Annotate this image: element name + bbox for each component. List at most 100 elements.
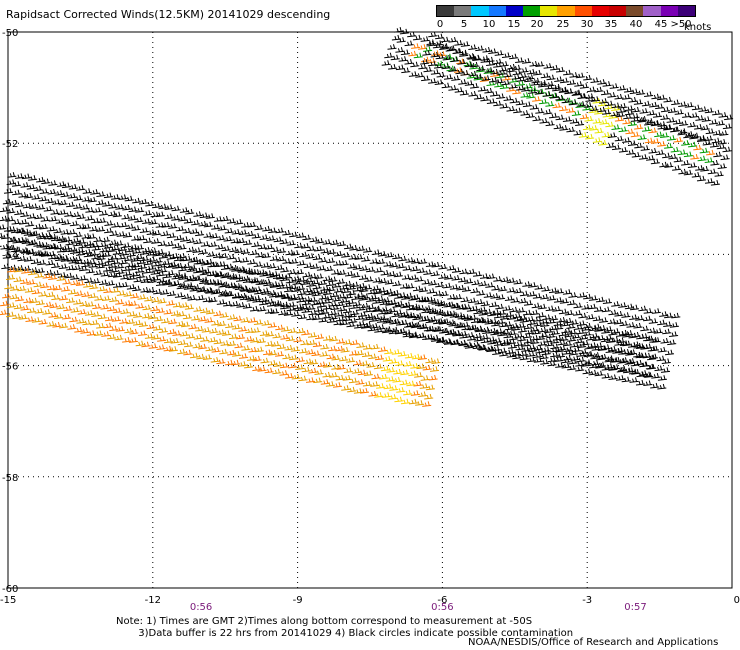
wind-barb: [236, 266, 246, 272]
wind-barb: [575, 72, 585, 79]
wind-barb: [630, 116, 640, 122]
wind-barb: [174, 292, 184, 298]
wind-barb: [418, 391, 428, 397]
wind-barb: [653, 328, 663, 334]
wind-barb: [231, 323, 241, 330]
wind-barb: [538, 326, 548, 333]
wind-barb: [572, 89, 582, 96]
wind-barb: [103, 322, 113, 329]
wind-barb: [629, 304, 640, 311]
wind-barb: [374, 267, 384, 273]
wind-barb: [657, 141, 667, 147]
wind-barb: [171, 205, 181, 212]
legend-label: 45: [654, 19, 668, 30]
wind-barb: [575, 360, 585, 367]
wind-barb: [545, 101, 555, 107]
wind-barb: [576, 101, 586, 107]
wind-barb: [510, 297, 520, 303]
wind-barb: [413, 380, 423, 387]
wind-barb: [268, 349, 278, 356]
wind-barb: [532, 96, 542, 102]
wind-barb: [296, 327, 306, 334]
wind-barb: [211, 224, 221, 230]
wind-barb: [506, 287, 516, 293]
wind-barb: [454, 87, 464, 93]
wind-barb: [451, 274, 461, 281]
wind-barb: [439, 290, 449, 297]
wind-barb: [213, 271, 224, 277]
wind-barb: [5, 216, 15, 222]
wind-barb: [0, 232, 4, 238]
wind-barb: [391, 349, 401, 355]
wind-barb: [280, 266, 290, 273]
wind-barb: [285, 335, 295, 342]
wind-barb: [305, 253, 315, 259]
wind-barb: [257, 366, 267, 372]
wind-barb: [410, 363, 420, 369]
wind-barb: [420, 36, 430, 42]
wind-barb: [634, 123, 644, 130]
wind-barb: [22, 202, 32, 209]
wind-barb: [342, 311, 352, 318]
wind-barb: [115, 326, 125, 332]
wind-barb: [285, 249, 295, 256]
wind-barb: [349, 339, 360, 346]
wind-barb: [394, 328, 405, 335]
wind-barb: [351, 294, 361, 300]
wind-barb: [485, 282, 495, 288]
wind-barb: [527, 291, 537, 297]
wind-barb: [146, 287, 156, 293]
wind-barb: [33, 185, 43, 192]
wind-barb: [136, 235, 146, 241]
wind-barb: [229, 264, 239, 271]
wind-barb: [27, 213, 37, 219]
wind-barb: [128, 244, 138, 250]
wind-barb: [43, 205, 53, 212]
wind-barb: [709, 141, 720, 148]
wind-barb: [545, 120, 555, 127]
wind-barb: [343, 243, 354, 250]
wind-barb: [85, 267, 95, 274]
wind-barb: [492, 337, 502, 344]
wind-barb: [337, 269, 347, 276]
wind-barb: [657, 319, 667, 326]
wind-barb: [630, 131, 640, 138]
wind-barb: [103, 192, 114, 199]
wind-barb: [350, 303, 360, 309]
wind-barb: [269, 271, 279, 277]
wind-barb: [408, 50, 418, 57]
legend-swatch: [523, 6, 541, 16]
wind-barb: [326, 285, 336, 292]
wind-barb: [445, 45, 455, 52]
wind-barb: [92, 303, 102, 310]
wind-barb: [263, 270, 273, 276]
wind-barb: [423, 66, 433, 73]
time-label: 0:57: [624, 602, 646, 613]
wind-barb: [406, 380, 416, 387]
wind-barb: [20, 228, 31, 235]
wind-barb: [93, 236, 103, 243]
wind-barb: [546, 318, 556, 324]
wind-barb: [481, 317, 491, 324]
wind-barb: [214, 261, 224, 268]
wind-barb: [247, 258, 257, 265]
wind-barb: [200, 241, 210, 247]
wind-barb: [7, 236, 17, 243]
wind-barb: [710, 179, 720, 186]
wind-barb: [344, 270, 355, 277]
wind-barb: [491, 345, 501, 352]
wind-barb: [649, 337, 659, 343]
wind-barb: [107, 210, 117, 217]
wind-barb: [583, 293, 593, 300]
wind-barb: [638, 305, 648, 312]
wind-barb: [420, 58, 430, 65]
wind-barb: [484, 87, 494, 94]
wind-barb: [575, 365, 585, 372]
wind-barb: [226, 253, 236, 260]
wind-barb: [294, 242, 304, 249]
wind-barb: [372, 305, 382, 312]
wind-barb: [542, 91, 552, 97]
legend-label: 20: [530, 19, 544, 30]
wind-barb: [532, 293, 542, 299]
wind-barb: [392, 253, 402, 260]
